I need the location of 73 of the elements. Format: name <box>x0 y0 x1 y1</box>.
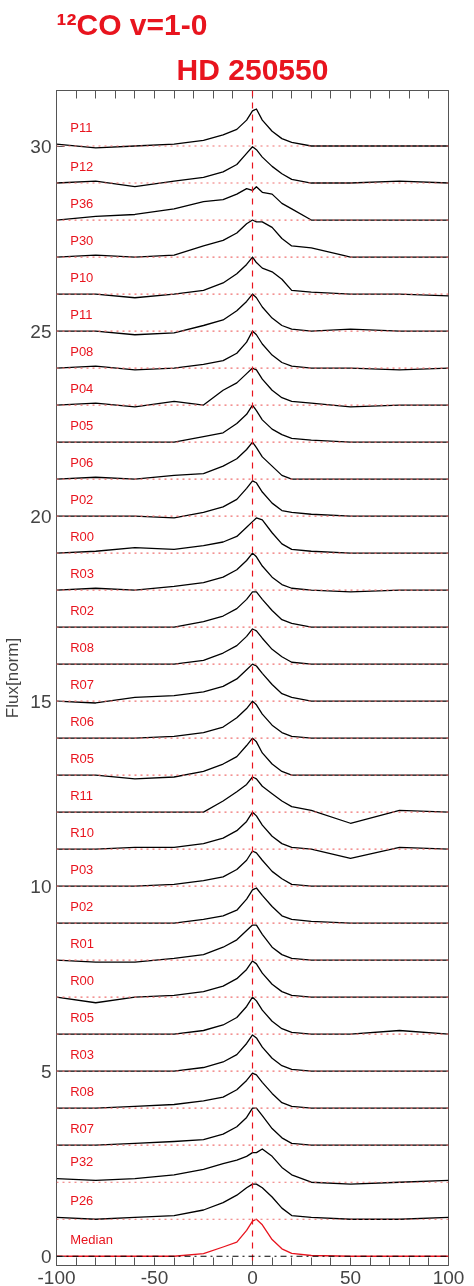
series-label: P32 <box>70 1154 94 1170</box>
line-series <box>56 517 449 554</box>
y-tick-label: 20 <box>30 505 52 527</box>
x-tick-label: 100 <box>432 1266 465 1286</box>
series-label: P11 <box>70 119 93 135</box>
line-series <box>56 1183 449 1220</box>
series-label: P11 <box>70 306 93 322</box>
line-series <box>56 737 449 780</box>
series-label: R08 <box>70 639 95 655</box>
line-series <box>56 219 449 258</box>
series-label: R00 <box>70 972 95 988</box>
series-label: R07 <box>70 1120 95 1136</box>
line-series <box>56 887 449 924</box>
line-series <box>56 293 449 336</box>
series-label: P03 <box>70 861 94 877</box>
line-series <box>56 108 449 149</box>
series-label: R00 <box>70 528 95 544</box>
line-series <box>56 367 449 408</box>
chart-subtitle: HD 250550 <box>176 52 329 86</box>
line-series <box>56 960 449 1004</box>
series-label: R06 <box>70 713 95 729</box>
series-label: Median <box>70 1232 113 1247</box>
series-label: P26 <box>70 1193 94 1209</box>
line-series <box>56 404 449 443</box>
y-tick-label: 0 <box>40 1245 52 1267</box>
line-series <box>56 1148 449 1185</box>
line-series <box>56 628 449 665</box>
line-series <box>56 776 449 824</box>
line-series <box>56 552 449 593</box>
line-series <box>56 1107 449 1146</box>
x-tick-label: -100 <box>37 1266 76 1286</box>
series-label: P36 <box>70 195 94 211</box>
y-axis-title: Flux[norm] <box>3 637 23 719</box>
y-tick-label: 15 <box>30 690 52 712</box>
series-label: R01 <box>70 935 95 951</box>
y-tick-label: 30 <box>30 135 52 157</box>
line-series <box>56 441 449 480</box>
line-series <box>56 700 449 739</box>
x-tick-label: 50 <box>339 1266 362 1286</box>
line-series <box>56 591 449 628</box>
series-label: P08 <box>70 343 94 359</box>
y-tick-label: 25 <box>30 320 52 342</box>
series-label: P02 <box>70 491 94 507</box>
y-tick-label: 5 <box>40 1060 52 1082</box>
series-label: P10 <box>70 269 94 285</box>
series-label: P02 <box>70 898 94 914</box>
series-label: R02 <box>70 602 95 618</box>
series-label: P30 <box>70 232 94 248</box>
series-label: R03 <box>70 1046 95 1062</box>
chart-title: ¹²CO v=1-0 <box>56 7 208 41</box>
x-tick-label: -50 <box>140 1266 169 1286</box>
line-series <box>56 924 449 963</box>
series-label: R05 <box>70 750 95 766</box>
line-series <box>56 146 449 188</box>
line-series <box>56 811 449 860</box>
y-tick-label: 10 <box>30 875 52 897</box>
line-series <box>56 186 449 221</box>
series-label: R05 <box>70 1009 95 1025</box>
series-label: P05 <box>70 417 94 433</box>
series-label: R03 <box>70 565 95 581</box>
line-series <box>56 1072 449 1109</box>
series-label: P06 <box>70 454 94 470</box>
series-label: R10 <box>70 824 95 840</box>
line-series <box>56 996 449 1035</box>
series-label: R07 <box>70 676 95 692</box>
x-tick-label: 0 <box>247 1266 258 1286</box>
line-series <box>56 480 449 519</box>
series-label: R11 <box>70 787 94 803</box>
series-label: R08 <box>70 1083 95 1099</box>
line-series <box>56 330 449 371</box>
series-label: P12 <box>70 158 94 174</box>
series-label: P04 <box>70 380 94 396</box>
line-series <box>56 256 449 299</box>
